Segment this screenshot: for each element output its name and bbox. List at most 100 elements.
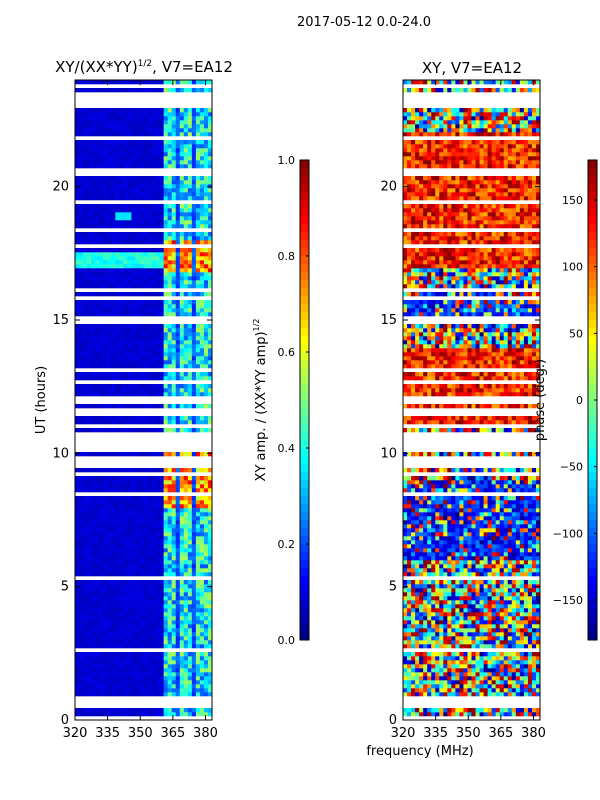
colorbar-segment (588, 208, 597, 217)
colorbar-segment (300, 184, 309, 193)
right-heatmap-row (403, 148, 541, 153)
colorbar-segment (588, 176, 597, 185)
left-heatmap-row (75, 476, 213, 481)
right-heatmap-row (403, 708, 541, 713)
x-tick-label: 335 (423, 726, 448, 741)
left-heatmap-row (75, 564, 213, 569)
right-heatmap-row (403, 260, 541, 265)
colorbar-segment (300, 480, 309, 489)
colorbar-segment (588, 224, 597, 233)
y-tick-label: 0 (61, 713, 69, 728)
right-heatmap-row (403, 496, 541, 501)
left-heatmap-row (75, 620, 213, 625)
left-heatmap-row (75, 452, 213, 457)
colorbar-segment (300, 520, 309, 529)
right-heatmap-row (403, 544, 541, 549)
colorbar-segment (300, 624, 309, 633)
right-heatmap-row (403, 392, 541, 397)
left-heatmap-row (75, 372, 213, 377)
left-heatmap-row (75, 604, 213, 609)
right-heatmap-row (403, 536, 541, 541)
colorbar-segment (300, 576, 309, 585)
right-colorbar-ticks: 150 100 50 0 −50 −100 −150 (553, 194, 597, 607)
colorbar-segment (300, 216, 309, 225)
colorbar-segment (588, 392, 597, 401)
right-heatmap-row (403, 600, 541, 605)
left-heatmap-row (75, 392, 213, 397)
colorbar-segment (300, 232, 309, 241)
colorbar-segment (588, 288, 597, 297)
right-heatmap-row (403, 204, 541, 209)
left-heatmap-row (75, 568, 213, 573)
right-heatmap-row (403, 196, 541, 201)
left-heatmap-row (75, 336, 213, 341)
right-heatmap-row (403, 308, 541, 313)
x-tick-label: 365 (488, 726, 513, 741)
right-heatmap-row (403, 276, 541, 281)
left-heatmap-row (75, 656, 213, 661)
colorbar-segment (588, 344, 597, 353)
left-heatmap-row (75, 548, 213, 553)
left-colorbar-label-main: XY amp. / (XX*YY amp) (254, 331, 269, 481)
colorbar-segment (300, 528, 309, 537)
y-tick-label: 15 (380, 313, 397, 328)
colorbar-segment (588, 320, 597, 329)
colorbar-segment (300, 336, 309, 345)
left-heatmap-row (75, 512, 213, 517)
left-heatmap-row (75, 180, 213, 185)
y-tick-label: 20 (380, 180, 397, 195)
right-colorbar (588, 160, 597, 641)
right-colorbar-label: phase (deg.) (533, 359, 548, 441)
colorbar-segment (300, 320, 309, 329)
colorbar-segment (588, 280, 597, 289)
right-heatmap-row (403, 676, 541, 681)
right-heatmap-row (403, 128, 541, 133)
colorbar-segment (588, 488, 597, 497)
right-heatmap-row (403, 508, 541, 513)
colorbar-segment (300, 296, 309, 305)
right-heatmap-row (403, 184, 541, 189)
right-panel-title: XY, V7=EA12 (422, 59, 522, 77)
right-heatmap-row (403, 480, 541, 485)
x-tick-label: 380 (521, 726, 546, 741)
right-heatmap-row (403, 364, 541, 369)
colorbar-segment (300, 616, 309, 625)
x-tick-label: 320 (391, 726, 416, 741)
right-heatmap-row (403, 624, 541, 629)
colorbar-tick-label: 50 (569, 327, 583, 340)
colorbar-tick-label: 0.6 (278, 346, 296, 359)
left-heatmap (75, 80, 213, 717)
left-heatmap-row (75, 712, 213, 717)
colorbar-segment (300, 392, 309, 401)
left-heatmap-row (75, 192, 213, 197)
right-heatmap-row (403, 144, 541, 149)
left-heatmap-row (75, 552, 213, 557)
left-colorbar-label-exponent: 1/2 (252, 319, 261, 332)
right-heatmap-row (403, 152, 541, 157)
colorbar-segment (300, 248, 309, 257)
right-heatmap-row (403, 484, 541, 489)
x-axis-label: frequency (MHz) (366, 744, 473, 759)
right-plot-frame (402, 79, 541, 721)
right-heatmap-row (403, 236, 541, 241)
left-heatmap-row (75, 304, 213, 309)
left-heatmap-row (75, 660, 213, 665)
left-heatmap-row (75, 600, 213, 605)
colorbar-segment (300, 288, 309, 297)
right-heatmap-row (403, 712, 541, 717)
colorbar-segment (588, 480, 597, 489)
right-heatmap-row (403, 344, 541, 349)
colorbar-segment (300, 376, 309, 385)
colorbar-segment (588, 272, 597, 281)
left-heatmap-row (75, 584, 213, 589)
left-heatmap-row (75, 120, 213, 125)
right-heatmap-row (403, 232, 541, 237)
right-heatmap-row (403, 140, 541, 145)
left-heatmap-row (75, 116, 213, 121)
right-heatmap-row (403, 180, 541, 185)
right-heatmap-row (403, 672, 541, 677)
left-y-axis-label: UT (hours) (34, 366, 49, 434)
left-heatmap-row (75, 280, 213, 285)
left-heatmap-row (75, 480, 213, 485)
